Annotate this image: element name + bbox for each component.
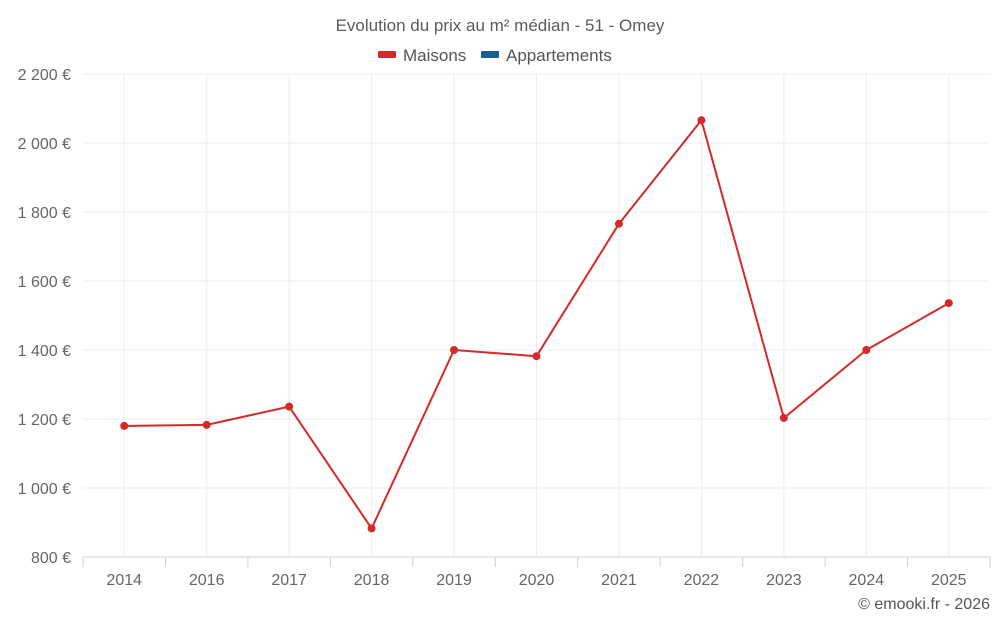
x-tick-label: 2022 (684, 572, 720, 589)
x-tick-label: 2025 (931, 572, 967, 589)
data-point[interactable] (862, 346, 871, 354)
series-maisons (120, 116, 953, 533)
y-tick-label: 1 600 € (18, 274, 71, 291)
x-tick-label: 2018 (354, 572, 390, 589)
legend-swatch-maisons (378, 51, 396, 58)
x-tick-label: 2016 (189, 572, 225, 589)
x-tick-label: 2014 (106, 572, 142, 589)
data-point[interactable] (614, 219, 623, 228)
x-tick-label: 2023 (766, 572, 802, 589)
data-point[interactable] (285, 402, 294, 411)
x-tick-label: 2019 (436, 572, 472, 589)
x-tick-label: 2017 (271, 572, 307, 589)
grid (83, 73, 990, 557)
x-tick-label: 2021 (601, 572, 637, 589)
data-point[interactable] (450, 346, 459, 354)
data-point[interactable] (532, 352, 541, 361)
y-tick-label: 800 € (31, 550, 71, 567)
y-tick-label: 2 000 € (18, 136, 71, 153)
legend-label-appartements: Appartements (506, 46, 612, 65)
legend-item-appartements[interactable]: Appartements (481, 46, 612, 65)
legend-label-maisons: Maisons (403, 46, 466, 65)
x-tick-label: 2020 (519, 572, 555, 589)
data-point[interactable] (202, 420, 211, 429)
y-tick-label: 1 800 € (18, 205, 71, 222)
chart-title: Evolution du prix au m² médian - 51 - Om… (336, 16, 665, 35)
data-point[interactable] (697, 116, 706, 125)
data-point[interactable] (944, 299, 953, 308)
data-point[interactable] (120, 421, 129, 430)
legend-item-maisons[interactable]: Maisons (378, 46, 466, 65)
x-tick-label: 2024 (849, 572, 885, 589)
y-tick-label: 1 200 € (18, 412, 71, 429)
axes: 800 € 1 000 € 1 200 € 1 400 € 1 600 € 1 800 €… (18, 67, 991, 589)
legend-swatch-appartements (481, 51, 499, 58)
data-point[interactable] (779, 413, 788, 422)
credit-text: © emooki.fr - 2026 (858, 596, 990, 613)
data-point[interactable] (367, 524, 376, 533)
y-tick-label: 2 200 € (18, 67, 71, 84)
y-tick-label: 1 000 € (18, 481, 71, 498)
y-tick-label: 1 400 € (18, 343, 71, 360)
legend: Maisons Appartements (378, 46, 612, 65)
